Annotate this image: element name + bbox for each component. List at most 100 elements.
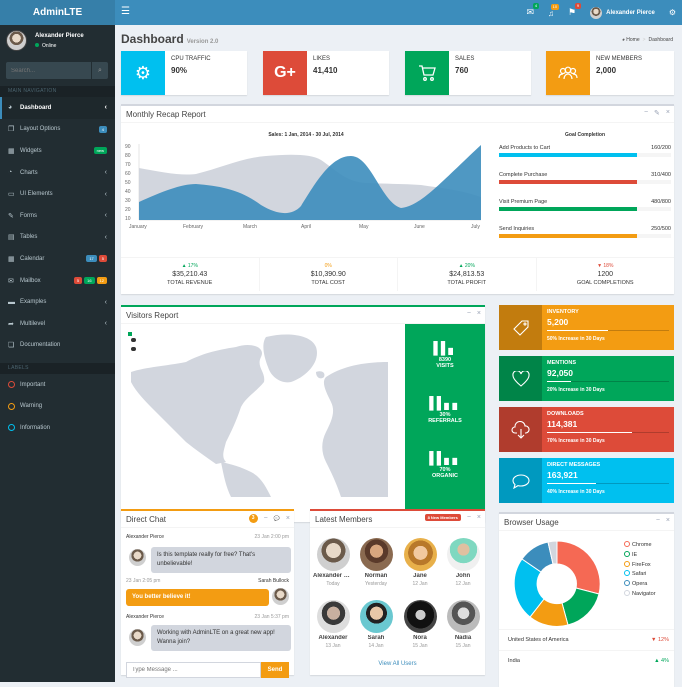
direct-chat-box: Direct Chat 3− 💬 × Alexander Pierce 23 Jan … — [121, 509, 294, 678]
box-title: Latest Members — [315, 515, 373, 524]
world-map[interactable] — [126, 332, 388, 497]
close-icon[interactable]: × — [285, 515, 290, 522]
collapse-icon[interactable]: − — [466, 514, 471, 521]
svg-text:20: 20 — [125, 207, 131, 213]
collapse-icon[interactable]: − — [466, 310, 471, 317]
breadcrumb-current: Dashboard — [648, 37, 673, 43]
country-row[interactable]: India ▲ 4% — [499, 650, 674, 671]
legend-chrome: Chrome — [624, 541, 656, 551]
label-warning[interactable]: Warning — [0, 396, 115, 418]
view-all-users-link[interactable]: View All Users — [378, 661, 417, 667]
member-item[interactable]: John 12 Jan — [443, 538, 483, 587]
collapse-icon[interactable]: − — [643, 109, 649, 116]
sidebar-item-calendar[interactable]: ▦ Calendar 17 5 — [0, 248, 115, 270]
member-item[interactable]: Norman Yesterday — [356, 538, 396, 587]
visitors-stats-panel: ▌▌▖ 8390 VISITS ▌▌▖▖ 30% REFERRALS ▌▌▖▖ 70% OR… — [405, 324, 485, 522]
tag-icon — [499, 305, 542, 350]
label-information[interactable]: Information — [0, 417, 115, 439]
google-plus-icon: G+ — [263, 51, 307, 95]
sidebar-item-charts[interactable]: ◔ Charts ‹ — [8, 169, 107, 177]
collapse-icon[interactable]: − — [655, 517, 660, 524]
member-item[interactable]: Alexander PierceToday — [313, 538, 353, 587]
member-avatar — [446, 538, 480, 571]
info-box-cpu-traffic: ⚙ CPU TRAFFIC 90% — [121, 51, 247, 95]
svg-text:May: May — [359, 224, 369, 230]
sidebar-item-documentation[interactable]: ❏ Documentation — [8, 342, 61, 350]
visits-stat: ▌▌▖ 8390 VISITS — [405, 341, 485, 369]
app-logo[interactable]: AdminLTE — [0, 0, 115, 25]
sidebar-item-examples[interactable]: ▬ Examples ‹ — [8, 298, 107, 306]
legend-navigator: Navigator — [624, 589, 656, 600]
inventory-box: INVENTORY 5,200 50% Increase in 30 Days — [499, 305, 674, 350]
box-title: Browser Usage — [504, 518, 559, 527]
close-icon[interactable]: × — [665, 109, 670, 116]
member-item[interactable]: Nadia 15 Jan — [443, 600, 483, 649]
direct-messages-box: DIRECT MESSAGES 163,921 40% Increase in 30… — [499, 458, 674, 503]
legend-firefox: FireFox — [624, 560, 656, 571]
legend-ie: IE — [624, 550, 656, 561]
svg-text:April: April — [301, 224, 311, 230]
control-sidebar-gear-icon[interactable]: ⚙ — [668, 8, 676, 17]
svg-text:June: June — [414, 224, 425, 230]
sidebar-item-widgets[interactable]: ▦ Widgets new — [0, 140, 115, 162]
send-button[interactable]: Send — [261, 662, 289, 678]
breadcrumb: ◕ Home > Dashboard — [621, 37, 673, 43]
notifications-count-badge: 10 — [550, 3, 560, 10]
chat-message: Alexander Pierce 23 Jan 5:37 pm — [126, 614, 289, 620]
circle-icon — [8, 402, 15, 410]
map-zoom-in-icon[interactable] — [131, 338, 136, 342]
country-row[interactable]: United States of America ▼ 12% — [499, 629, 674, 650]
member-item[interactable]: Alexander 13 Jan — [313, 600, 353, 649]
contacts-icon[interactable]: 💬 — [273, 515, 280, 522]
search-icon[interactable]: ⌕ — [91, 62, 108, 79]
sidebar-item-mailbox[interactable]: ✉ Mailbox 5 16 12 — [0, 270, 115, 292]
goal-list: Add Products to Cart 160/200 Complete Pur… — [499, 145, 671, 253]
users-icon — [546, 51, 590, 95]
map-zoom-handle[interactable] — [128, 332, 132, 336]
sidebar-item-dashboard[interactable]: ◕ Dashboard ‹ — [0, 97, 115, 119]
sidebar-item-layout-options[interactable]: ❐ Layout Options 4 — [0, 119, 115, 141]
sidebar-user-name: Alexander Pierce — [35, 33, 84, 39]
member-avatar — [359, 538, 393, 571]
messages-button[interactable]: ✉ 4 — [527, 3, 540, 18]
calendar-badge-blue: 17 — [86, 255, 97, 263]
calendar-badge-red: 5 — [98, 255, 107, 263]
close-icon[interactable]: × — [476, 514, 481, 521]
sidebar-search-input[interactable] — [6, 62, 91, 79]
map-zoom-out-icon[interactable] — [131, 347, 136, 351]
chat-bubble: Is this template really for free? That's… — [151, 547, 291, 573]
chevron-left-icon: ‹ — [104, 104, 107, 112]
sidebar-item-ui-elements[interactable]: ▭ UI Elements ‹ — [8, 190, 107, 199]
home-link[interactable]: ◕ Home — [621, 37, 640, 43]
user-status[interactable]: Online — [35, 43, 56, 49]
member-item[interactable]: Nora 15 Jan — [400, 600, 440, 649]
mentions-box: MENTIONS 92,050 20% Increase in 30 Days — [499, 356, 674, 401]
nav-header: MAIN NAVIGATION — [0, 86, 115, 97]
comment-icon — [499, 458, 542, 503]
tasks-button[interactable]: ⚑ 9 — [568, 3, 582, 18]
circle-icon — [8, 381, 15, 389]
sidebar-item-forms[interactable]: ✎ Forms ‹ — [8, 212, 107, 220]
browser-donut-chart — [514, 541, 600, 627]
message-input[interactable] — [126, 662, 261, 678]
member-item[interactable]: Sarah 14 Jan — [356, 600, 396, 649]
box-title: Monthly Recap Report — [126, 110, 206, 119]
sidebar-item-tables[interactable]: ▤ Tables ‹ — [8, 233, 107, 242]
recap-stats: ▲ 17% $35,210.43 TOTAL REVENUE 0% $10,390.9… — [121, 257, 674, 291]
svg-text:60: 60 — [125, 171, 131, 177]
circle-icon — [8, 424, 15, 432]
label-important[interactable]: Important — [0, 374, 115, 396]
member-item[interactable]: Jane 12 Jan — [400, 538, 440, 587]
sidebar-toggle-icon[interactable]: ☰ — [121, 6, 130, 17]
collapse-icon[interactable]: − — [263, 515, 268, 522]
stat-total-revenue: ▲ 17% $35,210.43 TOTAL REVENUE — [121, 258, 260, 291]
user-menu[interactable]: Alexander Pierce — [590, 6, 655, 19]
organic-stat: ▌▌▖▖ 70% ORGANIC — [405, 451, 485, 479]
sidebar-item-multilevel[interactable]: ➦ Multilevel ‹ — [8, 320, 107, 328]
wrench-icon[interactable]: ✎ — [654, 110, 660, 117]
close-icon[interactable]: × — [665, 517, 670, 524]
top-navbar: ☰ ✉ 4 ♫ 10 ⚑ 9 Alexander Pierce ⚙ — [115, 0, 682, 25]
member-avatar — [316, 600, 350, 633]
close-icon[interactable]: × — [476, 310, 481, 317]
notifications-button[interactable]: ♫ 10 — [548, 3, 560, 18]
